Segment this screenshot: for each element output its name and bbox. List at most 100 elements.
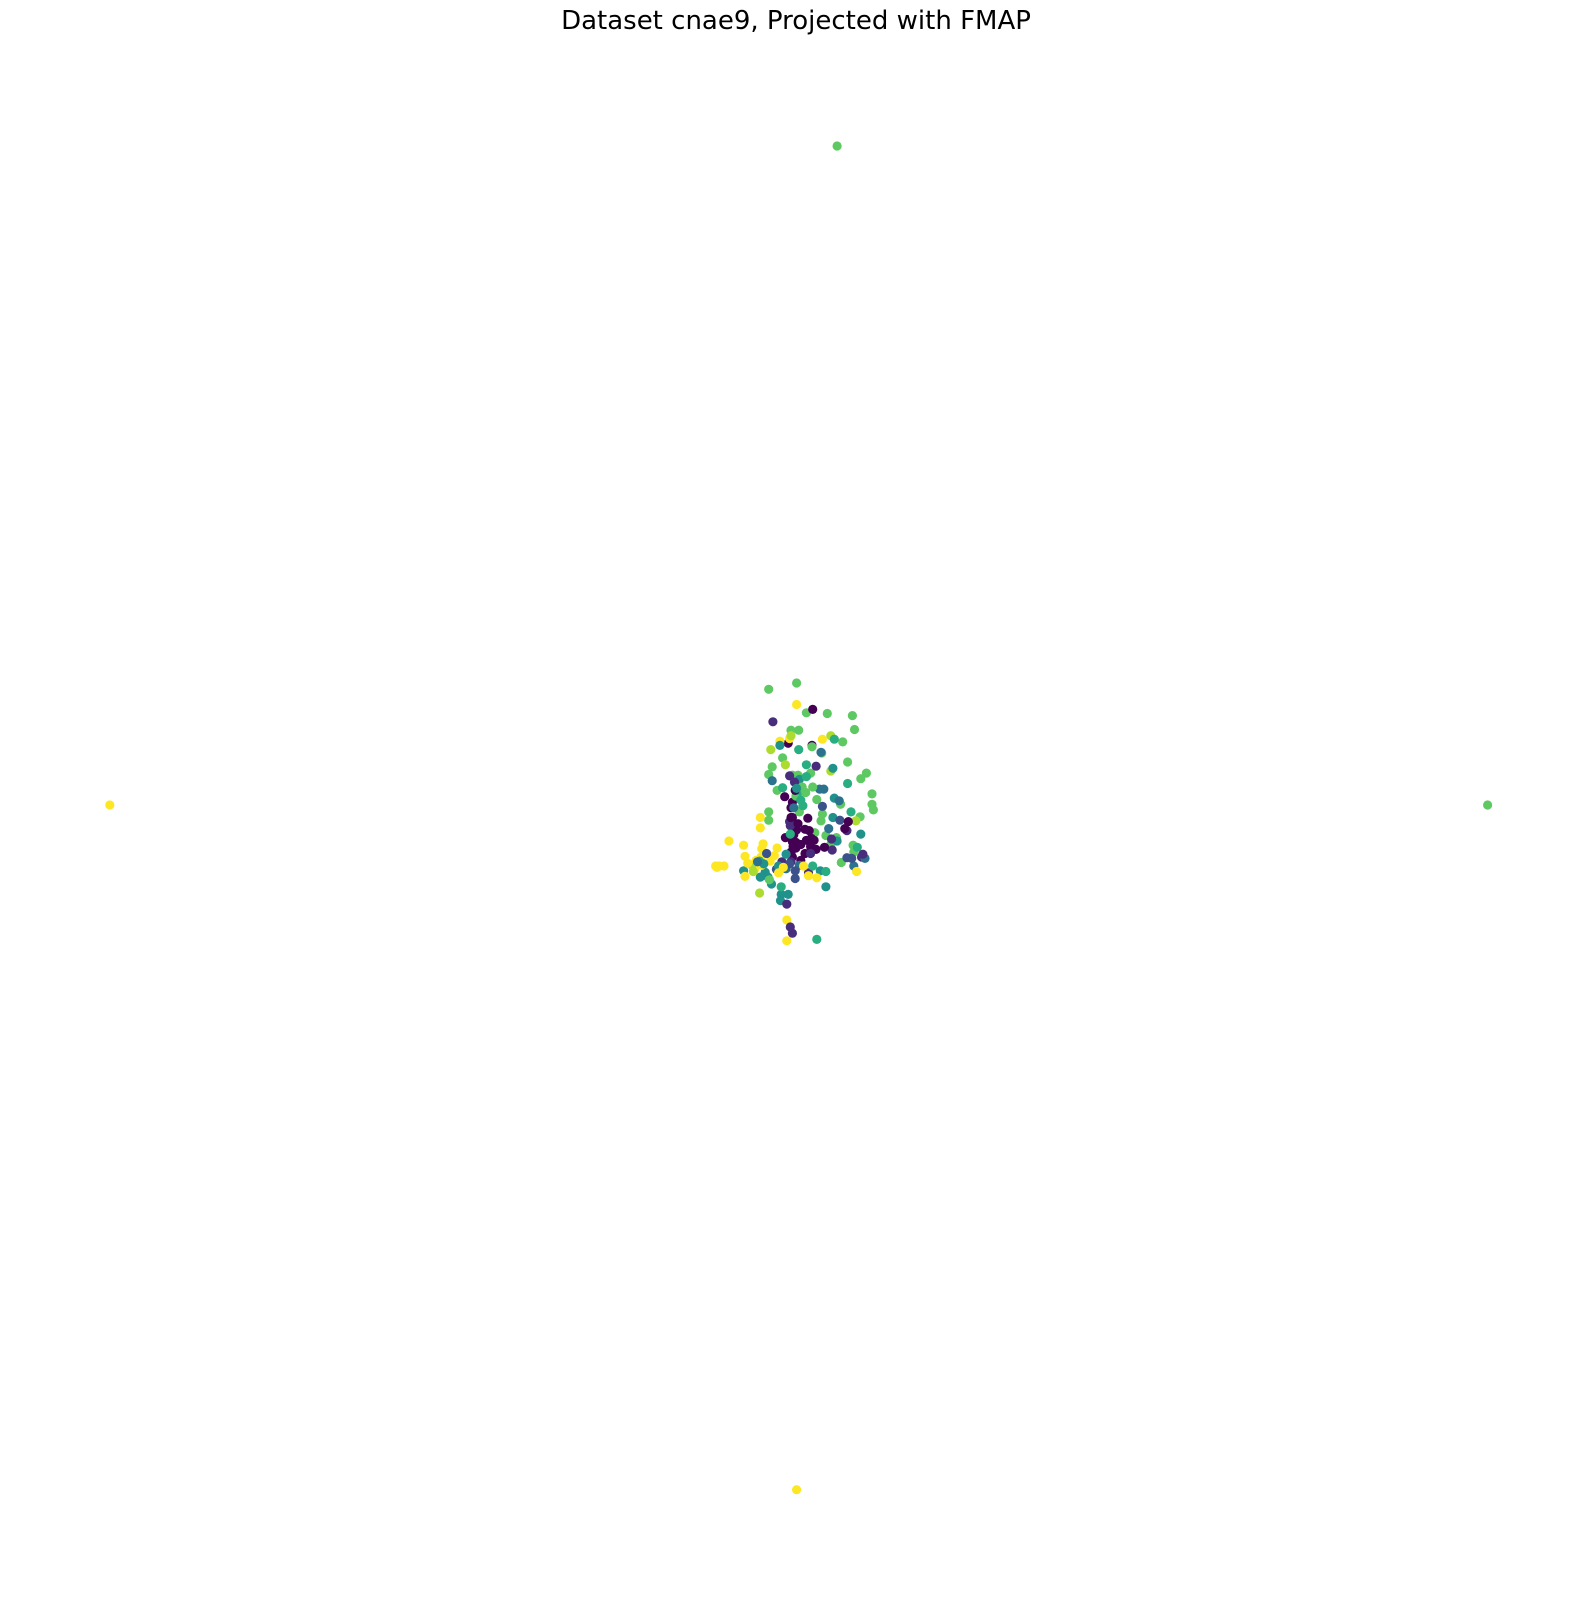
scatter-point xyxy=(799,861,809,871)
scatter-point xyxy=(824,824,834,834)
scatter-point xyxy=(752,857,763,867)
scatter-point xyxy=(834,796,844,806)
scatter-point xyxy=(764,684,774,694)
scatter-point xyxy=(828,812,838,823)
scatter-point xyxy=(791,837,801,848)
scatter-point xyxy=(764,807,774,817)
scatter-point xyxy=(796,795,806,805)
scatter-point xyxy=(790,873,800,884)
scatter-point xyxy=(801,787,811,798)
scatter-point xyxy=(778,753,788,763)
scatter-point xyxy=(800,824,810,834)
scatter-point xyxy=(790,866,800,876)
scatter-point xyxy=(719,861,729,871)
scatter-point xyxy=(767,776,777,786)
scatter-point xyxy=(846,807,856,817)
scatter-point xyxy=(843,778,853,789)
scatter-point xyxy=(826,834,837,844)
scatter-point xyxy=(868,805,879,815)
scatter-point xyxy=(821,866,831,877)
scatter-point xyxy=(801,772,812,782)
scatter-point xyxy=(769,851,779,861)
scatter-point xyxy=(835,815,845,825)
scatter-point xyxy=(861,768,872,778)
scatter-point xyxy=(851,816,861,826)
scatter-point xyxy=(755,812,765,823)
scatter-point xyxy=(794,745,804,755)
scatter-point xyxy=(828,763,838,773)
scatter-point xyxy=(772,843,782,853)
scatter-point xyxy=(764,875,775,885)
scatter-point xyxy=(785,771,795,781)
scatter-point xyxy=(867,789,877,799)
scatter-point xyxy=(816,816,826,826)
scatter-point xyxy=(852,842,862,852)
scatter-point xyxy=(812,873,822,883)
scatter-point xyxy=(817,809,828,819)
scatter-point xyxy=(782,915,792,925)
scatter-point xyxy=(819,784,829,794)
scatter-point xyxy=(849,724,860,735)
scatter-point xyxy=(829,734,839,744)
scatter-point xyxy=(789,803,799,813)
scatter-point xyxy=(812,934,822,945)
scatter-point xyxy=(775,740,785,751)
scatter-point xyxy=(852,866,862,877)
scatter-point xyxy=(821,882,831,892)
scatter-point xyxy=(793,819,803,829)
scatter-point xyxy=(808,704,818,715)
scatter-point xyxy=(822,708,832,719)
scatter-point xyxy=(785,829,795,839)
scatter-point xyxy=(740,851,750,861)
scatter-point xyxy=(739,840,749,850)
scatter-point xyxy=(758,839,768,849)
scatter-point xyxy=(783,889,793,900)
scatter-point xyxy=(776,882,786,892)
scatter-point xyxy=(780,760,791,770)
scatter-point xyxy=(1483,800,1493,810)
scatter-point xyxy=(766,745,776,755)
scatter-point xyxy=(740,871,750,882)
scatter-point xyxy=(817,734,828,744)
scatter-point xyxy=(808,782,818,792)
scatter-point xyxy=(794,725,804,735)
scatter-point xyxy=(803,813,813,823)
scatter-point xyxy=(780,792,790,802)
scatter-point xyxy=(768,717,778,727)
scatter-point xyxy=(817,801,828,812)
scatter-point xyxy=(748,866,758,877)
scatter-point xyxy=(827,845,837,855)
points-layer xyxy=(105,141,1493,1495)
scatter-point xyxy=(755,888,765,898)
scatter-point xyxy=(840,824,850,834)
scatter-point xyxy=(807,742,817,752)
scatter-point xyxy=(803,871,814,881)
scatter-point xyxy=(811,761,821,771)
scatter-point xyxy=(843,817,853,827)
scatter-point xyxy=(792,678,802,688)
scatter-point xyxy=(858,849,868,859)
scatter-point xyxy=(764,815,774,825)
scatter-point xyxy=(724,836,734,846)
scatter-point xyxy=(812,794,822,805)
scatter-point xyxy=(792,699,802,710)
scatter-point xyxy=(785,821,795,831)
scatter-point xyxy=(786,812,796,823)
scatter-point xyxy=(105,800,115,810)
scatter-point xyxy=(801,760,812,770)
scatter-point xyxy=(762,848,772,859)
chart-title: Dataset cnae9, Projected with FMAP xyxy=(561,6,1031,36)
scatter-point xyxy=(842,853,852,863)
scatter-point xyxy=(755,872,765,882)
scatter-point xyxy=(781,849,791,859)
scatter-point xyxy=(806,848,816,859)
scatter-point xyxy=(847,711,858,721)
scatter-point xyxy=(778,783,788,793)
scatter-point xyxy=(792,783,802,794)
scatter-point xyxy=(782,899,792,909)
scatter-point xyxy=(838,737,848,747)
scatter-point xyxy=(778,862,788,873)
scatter-point xyxy=(755,823,765,833)
scatter-point xyxy=(786,731,796,741)
